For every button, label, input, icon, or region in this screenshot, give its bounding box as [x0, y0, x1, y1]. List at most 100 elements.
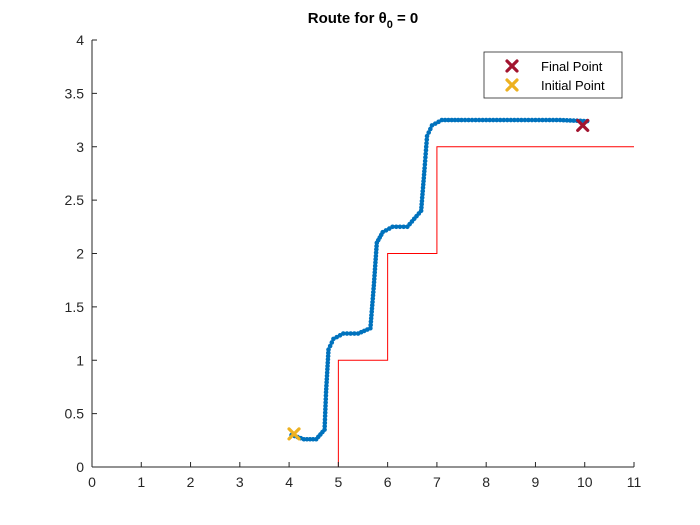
y-tick-label: 1.5 — [65, 299, 85, 315]
route-point — [421, 178, 426, 184]
route-point — [442, 117, 448, 123]
route-point — [561, 117, 566, 123]
route-point — [423, 151, 428, 157]
route-point — [422, 165, 427, 171]
route-point — [522, 117, 528, 123]
route-point — [325, 360, 331, 366]
route-point — [371, 289, 376, 295]
route-point — [329, 340, 335, 345]
route-point — [326, 347, 331, 352]
y-tick-label: 0.5 — [65, 406, 85, 422]
route-point — [369, 312, 374, 318]
route-point — [540, 117, 545, 123]
x-tick-label: 6 — [384, 474, 392, 490]
route-point — [374, 243, 379, 249]
route-point — [487, 117, 493, 123]
route-point — [483, 117, 489, 123]
route-point — [418, 208, 424, 214]
route-point — [439, 117, 445, 123]
route-point — [371, 276, 377, 282]
route-point — [327, 343, 333, 349]
initial-point-marker — [287, 427, 301, 441]
route-point — [372, 270, 378, 275]
route-point — [369, 302, 375, 308]
route-point — [324, 376, 330, 382]
route-point — [323, 396, 329, 402]
legend-initial-marker — [505, 78, 519, 92]
x-tick-label: 9 — [532, 474, 540, 490]
route-point — [494, 117, 500, 123]
route-point — [369, 306, 375, 311]
route-point — [324, 383, 329, 389]
route-point — [564, 118, 570, 123]
route-point — [419, 198, 425, 204]
route-point — [371, 279, 377, 285]
route-point — [323, 403, 328, 409]
route-point — [424, 137, 430, 142]
route-point — [401, 224, 406, 230]
route-point — [419, 201, 424, 207]
route-point — [370, 299, 375, 305]
route-point — [326, 350, 331, 356]
route-point — [420, 192, 425, 197]
x-tick-label: 11 — [627, 474, 642, 490]
route-point — [368, 322, 373, 328]
route-point — [501, 117, 507, 123]
route-point — [372, 266, 378, 272]
route-point — [322, 417, 328, 422]
route-point — [462, 117, 468, 123]
route-point — [543, 117, 549, 123]
route-point — [373, 256, 378, 262]
route-point — [374, 247, 379, 252]
y-tick-label: 2.5 — [65, 192, 85, 208]
x-tick-label: 0 — [88, 474, 96, 490]
route-point — [372, 263, 378, 269]
route-point — [373, 253, 379, 259]
route-point — [550, 117, 556, 123]
route-layer — [289, 117, 590, 442]
axes-background — [92, 40, 634, 467]
route-point — [459, 117, 464, 123]
route-point — [529, 117, 535, 123]
route-point — [446, 117, 451, 123]
route-point — [344, 331, 350, 336]
y-tick-label: 0 — [76, 459, 84, 475]
route-point — [449, 117, 454, 123]
route-point — [423, 144, 429, 150]
route-point — [371, 283, 377, 288]
route-point — [368, 316, 374, 321]
route-point — [557, 117, 563, 123]
marker-layer — [287, 118, 590, 441]
route-point — [473, 117, 478, 123]
route-point — [469, 117, 475, 123]
route-point — [466, 117, 471, 123]
x-tick-label: 1 — [137, 474, 145, 490]
route-point — [423, 148, 429, 153]
route-point — [352, 331, 357, 336]
legend-final-marker — [505, 59, 519, 73]
route-point — [368, 319, 374, 324]
chart-title-main: Route for θ — [308, 10, 387, 27]
route-point — [325, 357, 331, 362]
legend-label-final: Final Point — [541, 59, 603, 74]
x-tick-label: 10 — [577, 474, 593, 490]
y-tick-label: 2 — [76, 246, 84, 262]
route-point — [324, 380, 329, 385]
route-point — [370, 296, 376, 301]
route-point — [322, 427, 327, 432]
boundary-layer — [337, 146, 634, 467]
route-point — [426, 130, 432, 135]
route-point — [420, 182, 426, 187]
route-point — [323, 406, 328, 412]
route-point — [428, 126, 433, 132]
route-point — [512, 117, 517, 123]
route-point — [423, 155, 428, 160]
route-point — [325, 366, 330, 372]
route-point — [372, 273, 377, 278]
route-point — [323, 389, 329, 395]
x-tick-label: 2 — [187, 474, 195, 490]
route-point — [371, 286, 376, 292]
route-point — [322, 410, 328, 415]
